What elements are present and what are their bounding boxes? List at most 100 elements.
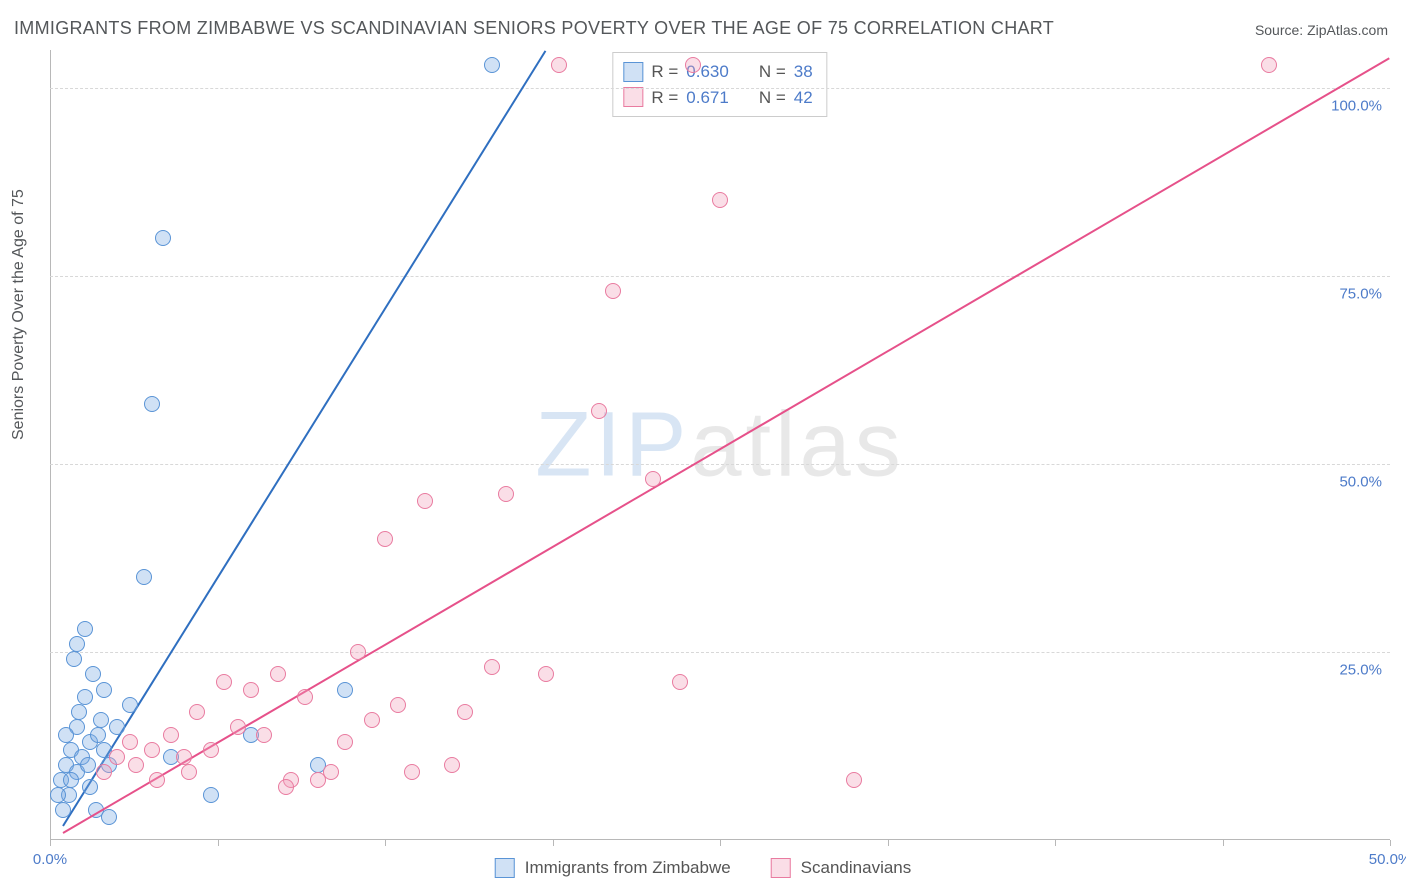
- data-point: [66, 651, 82, 667]
- data-point: [149, 772, 165, 788]
- y-tick-label: 100.0%: [1331, 97, 1382, 114]
- x-tick-mark: [1390, 840, 1391, 846]
- data-point: [484, 659, 500, 675]
- trend-line: [63, 58, 1391, 835]
- data-point: [101, 809, 117, 825]
- data-point: [685, 57, 701, 73]
- y-tick-label: 75.0%: [1339, 285, 1382, 302]
- legend-row-1: R = 0.630 N = 38: [623, 59, 812, 85]
- data-point: [216, 674, 232, 690]
- data-point: [230, 719, 246, 735]
- data-point: [377, 531, 393, 547]
- x-tick-mark: [385, 840, 386, 846]
- data-point: [80, 757, 96, 773]
- y-axis-label: Seniors Poverty Over the Age of 75: [10, 189, 28, 440]
- data-point: [136, 569, 152, 585]
- data-point: [144, 396, 160, 412]
- x-tick-mark: [218, 840, 219, 846]
- data-point: [176, 749, 192, 765]
- data-point: [404, 764, 420, 780]
- data-point: [77, 621, 93, 637]
- data-point: [90, 727, 106, 743]
- y-tick-label: 25.0%: [1339, 661, 1382, 678]
- data-point: [155, 230, 171, 246]
- gridline: [50, 276, 1390, 277]
- correlation-legend: R = 0.630 N = 38 R = 0.671 N = 42: [612, 52, 827, 117]
- data-point: [96, 764, 112, 780]
- data-point: [846, 772, 862, 788]
- data-point: [128, 757, 144, 773]
- x-tick-mark: [888, 840, 889, 846]
- data-point: [337, 734, 353, 750]
- data-point: [337, 682, 353, 698]
- legend-label-scandinavians: Scandinavians: [801, 858, 912, 878]
- data-point: [417, 493, 433, 509]
- data-point: [122, 734, 138, 750]
- data-point: [444, 757, 460, 773]
- legend-swatch-scandinavians: [771, 858, 791, 878]
- plot-area: ZIPatlas R = 0.630 N = 38 R = 0.671 N = …: [50, 50, 1390, 840]
- gridline: [50, 464, 1390, 465]
- data-point: [122, 697, 138, 713]
- data-point: [96, 682, 112, 698]
- correlation-chart: IMMIGRANTS FROM ZIMBABWE VS SCANDINAVIAN…: [0, 0, 1406, 892]
- data-point: [203, 787, 219, 803]
- data-point: [484, 57, 500, 73]
- data-point: [256, 727, 272, 743]
- data-point: [55, 802, 71, 818]
- legend-n-value-1: 38: [794, 59, 813, 85]
- gridline: [50, 652, 1390, 653]
- x-tick-mark: [50, 840, 51, 846]
- data-point: [203, 742, 219, 758]
- data-point: [364, 712, 380, 728]
- x-tick-label: 50.0%: [1369, 851, 1406, 868]
- data-point: [551, 57, 567, 73]
- data-point: [243, 682, 259, 698]
- source-attribution: Source: ZipAtlas.com: [1255, 22, 1388, 38]
- data-point: [181, 764, 197, 780]
- data-point: [591, 403, 607, 419]
- data-point: [69, 636, 85, 652]
- data-point: [645, 471, 661, 487]
- gridline: [50, 88, 1390, 89]
- data-point: [63, 772, 79, 788]
- data-point: [350, 644, 366, 660]
- data-point: [189, 704, 205, 720]
- x-tick-label: 0.0%: [33, 851, 67, 868]
- x-tick-mark: [1223, 840, 1224, 846]
- legend-swatch-1: [623, 62, 643, 82]
- data-point: [1261, 57, 1277, 73]
- y-tick-label: 50.0%: [1339, 473, 1382, 490]
- data-point: [109, 749, 125, 765]
- data-point: [58, 727, 74, 743]
- legend-r-label-1: R =: [651, 59, 678, 85]
- data-point: [297, 689, 313, 705]
- data-point: [538, 666, 554, 682]
- chart-title: IMMIGRANTS FROM ZIMBABWE VS SCANDINAVIAN…: [14, 18, 1054, 39]
- legend-item-zimbabwe: Immigrants from Zimbabwe: [495, 858, 731, 878]
- data-point: [50, 787, 66, 803]
- data-point: [712, 192, 728, 208]
- legend-item-scandinavians: Scandinavians: [771, 858, 912, 878]
- data-point: [71, 704, 87, 720]
- legend-n-label-1: N =: [759, 59, 786, 85]
- legend-label-zimbabwe: Immigrants from Zimbabwe: [525, 858, 731, 878]
- data-point: [605, 283, 621, 299]
- data-point: [498, 486, 514, 502]
- watermark-atlas: atlas: [690, 394, 904, 496]
- data-point: [270, 666, 286, 682]
- legend-swatch-2: [623, 87, 643, 107]
- data-point: [77, 689, 93, 705]
- data-point: [457, 704, 473, 720]
- x-tick-mark: [720, 840, 721, 846]
- series-legend: Immigrants from Zimbabwe Scandinavians: [495, 858, 912, 878]
- data-point: [672, 674, 688, 690]
- data-point: [390, 697, 406, 713]
- y-axis-line: [50, 50, 51, 840]
- data-point: [278, 779, 294, 795]
- data-point: [109, 719, 125, 735]
- x-tick-mark: [553, 840, 554, 846]
- data-point: [82, 779, 98, 795]
- data-point: [323, 764, 339, 780]
- data-point: [163, 727, 179, 743]
